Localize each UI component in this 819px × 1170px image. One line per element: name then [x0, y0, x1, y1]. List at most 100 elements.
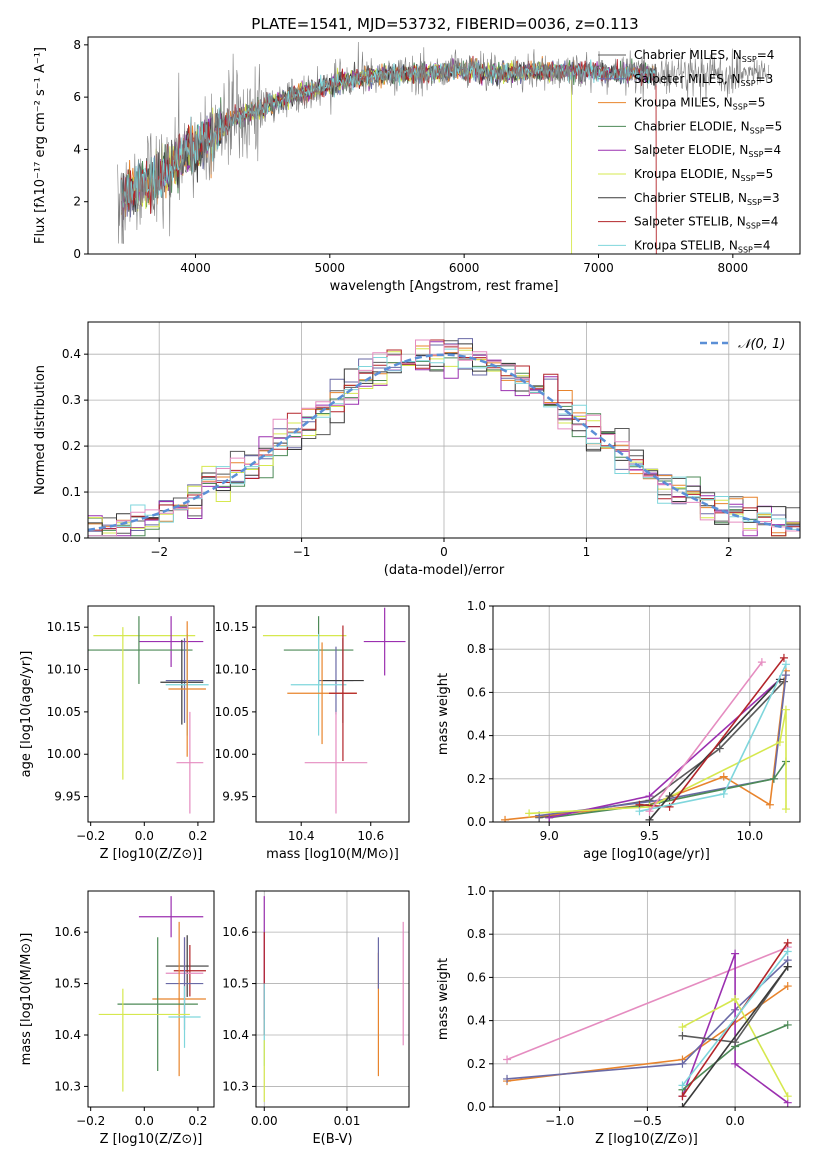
mass-weight-marker — [645, 792, 654, 801]
y-tick-label: 0.8 — [467, 642, 486, 656]
panel-massweight-vs-Z: −1.0 −0.5 0.0 0.0 0.2 0.4 0.6 0.8 1.0 Z [log10(Z/… — [436, 884, 801, 1147]
plot-area — [263, 896, 404, 1102]
mass-weight-marker — [678, 1103, 687, 1107]
legend-label: Kroupa ELODIE, NSSP=5 — [634, 167, 773, 183]
plot-area — [262, 607, 406, 814]
x-tick-label: 10.0 — [736, 829, 763, 843]
x-tick-label: 0.2 — [188, 1114, 207, 1128]
residual-histogram — [88, 339, 800, 537]
error-bar-point — [152, 921, 206, 1077]
mass-weight-line — [639, 663, 787, 812]
error-bar-point — [176, 711, 204, 814]
residual-histogram — [88, 339, 800, 537]
mass-weight-marker — [665, 792, 674, 801]
panel-spectrum: 4000 5000 6000 7000 8000 0 2 4 6 8 wavelength [Ang… — [33, 36, 801, 294]
mass-weight-line — [529, 709, 787, 815]
mass-weight-line — [681, 951, 789, 1086]
mass-weight-marker — [783, 1092, 792, 1101]
y-tick-label: 10.5 — [54, 977, 81, 991]
y-tick-label: 0.0 — [467, 1100, 486, 1114]
mass-weight-marker — [781, 671, 790, 680]
legend-label: 𝒩(0, 1) — [738, 337, 785, 352]
x-tick-label: 1 — [583, 545, 591, 559]
axes-frame: 4000 5000 6000 7000 8000 0 2 4 6 8 wavelength [Ang… — [33, 36, 801, 294]
y-tick-label: 0.2 — [467, 772, 486, 786]
legend-label: Salpeter ELODIE, NSSP=4 — [634, 143, 781, 159]
axes-frame: −0.2 0.0 0.2 10.3 10.4 10.5 10.6 Z [log10(Z/Z⊙)… — [19, 890, 215, 1147]
panel-mass-vs-Z: −0.2 0.0 0.2 10.3 10.4 10.5 10.6 Z [log10(Z/Z⊙)… — [19, 890, 215, 1147]
y-tick-label: 0.6 — [467, 970, 486, 984]
y-tick-label: 10.3 — [54, 1079, 81, 1093]
x-tick-label: −0.2 — [76, 1114, 105, 1128]
panel-mass-vs-EBV: 0.00 0.01 10.3 10.4 10.5 10.6 E(B-V) — [222, 890, 410, 1147]
mass-weight-marker — [783, 938, 792, 947]
x-axis-label: (data-model)/error — [384, 563, 505, 578]
error-bar-point — [168, 621, 206, 757]
mass-weight-marker — [775, 738, 784, 747]
error-bar-point — [88, 616, 193, 684]
x-axis-label: wavelength [Angstrom, rest frame] — [330, 279, 559, 294]
y-tick-label: 10.4 — [54, 1028, 81, 1042]
axes-border — [255, 605, 410, 823]
mass-weight-line — [681, 966, 789, 1107]
x-tick-label: 0.0 — [726, 1114, 745, 1128]
axes-border — [87, 605, 215, 823]
axes-border — [492, 605, 801, 823]
y-tick-label: 10.6 — [54, 925, 81, 939]
y-tick-label: 1.0 — [467, 884, 486, 898]
error-bar-point — [160, 639, 204, 725]
y-tick-label: 9.95 — [222, 790, 249, 804]
mass-weight-marker — [781, 805, 790, 814]
y-tick-label: 0.2 — [62, 439, 81, 453]
x-tick-label: 6000 — [449, 261, 480, 275]
y-axis-label: Normed distribution — [33, 365, 48, 495]
y-axis-label: mass weight — [436, 958, 451, 1040]
mass-weight-marker — [678, 1092, 687, 1101]
x-tick-label: −1 — [293, 545, 311, 559]
y-axis-label: mass [log10(M/M⊙)] — [19, 933, 34, 1066]
legend-label: Chabrier ELODIE, NSSP=5 — [634, 119, 782, 135]
y-tick-label: 0.4 — [467, 729, 486, 743]
x-tick-label: 7000 — [583, 261, 614, 275]
normal-curve — [88, 353, 800, 532]
mass-weight-marker — [719, 789, 728, 798]
y-tick-label: 10.4 — [222, 1028, 249, 1042]
y-tick-label: 10.10 — [215, 663, 249, 677]
mass-weight-line — [539, 675, 787, 817]
y-tick-label: 0.6 — [467, 685, 486, 699]
mass-weight-marker — [635, 807, 644, 816]
mass-weight-marker — [731, 1038, 740, 1047]
axes-border — [492, 890, 801, 1108]
mass-weight-marker — [757, 658, 766, 667]
panel-residuals: −2 −1 0 1 2 0.0 0.1 0.2 0.3 0.4 (data-model)/error… — [33, 321, 801, 578]
panel-age-vs-mass: 10.4 10.6 9.95 10.00 10.05 10.10 10.15 mass [lo… — [215, 605, 410, 862]
y-tick-label: 6 — [73, 90, 81, 104]
error-bar-point — [138, 896, 204, 938]
y-tick-label: 10.15 — [215, 620, 249, 634]
model-spectrum-line — [121, 58, 657, 228]
x-axis-label: E(B-V) — [312, 1132, 352, 1147]
x-tick-label: 5000 — [315, 261, 346, 275]
x-tick-label: 0.2 — [188, 829, 207, 843]
y-axis-label: Flux [fλ10⁻¹⁷ erg cm⁻² s⁻¹ A⁻¹] — [33, 47, 48, 244]
mass-weight-marker — [525, 809, 534, 818]
axes-frame: −2 −1 0 1 2 0.0 0.1 0.2 0.3 0.4 (data-model)/error… — [33, 321, 801, 578]
mass-weight-line — [648, 661, 763, 812]
x-tick-label: −1.0 — [545, 1114, 574, 1128]
y-tick-label: 8 — [73, 38, 81, 52]
error-bar-point — [329, 625, 357, 762]
error-bar-point — [165, 935, 209, 997]
x-axis-label: Z [log10(Z/Z⊙)] — [595, 1132, 698, 1147]
mass-weight-line — [549, 761, 787, 819]
y-tick-label: 10.10 — [47, 663, 81, 677]
mass-weight-marker — [678, 1031, 687, 1040]
y-tick-label: 0.4 — [62, 347, 81, 361]
y-axis-label: mass weight — [436, 673, 451, 755]
x-tick-label: 2 — [725, 545, 733, 559]
mass-weight-marker — [645, 807, 654, 816]
error-bar-point — [117, 937, 198, 1071]
y-tick-label: 0.1 — [62, 485, 81, 499]
mass-weight-marker — [781, 660, 790, 669]
panel-age-vs-Z: −0.2 0.0 0.2 9.95 10.00 10.05 10.10 10.15 Z [log… — [19, 605, 215, 862]
residual-histogram — [88, 348, 800, 537]
